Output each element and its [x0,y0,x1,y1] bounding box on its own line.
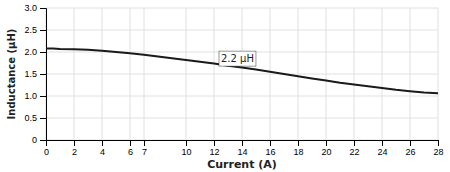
x-tick: 28 [433,140,443,157]
y-tick-label: 1.0 [24,91,37,101]
x-tick-mark [102,140,103,146]
x-tick-mark [438,140,439,146]
y-tick-mark [40,30,46,31]
x-tick: 20 [321,140,331,157]
y-tick: 1.5 [24,69,46,79]
x-tick-mark [74,140,75,146]
x-tick-label: 20 [321,147,331,157]
x-tick: 18 [293,140,303,157]
x-tick: 14 [237,140,247,157]
x-tick-mark [214,140,215,146]
x-tick: 24 [377,140,387,157]
grid-line-y [46,118,438,119]
annotation-box [219,51,256,66]
x-tick-label: 2 [72,147,77,157]
x-tick-mark [186,140,187,146]
x-tick-label: 16 [265,147,275,157]
y-tick: 2.5 [24,25,46,35]
x-tick-label: 12 [209,147,219,157]
x-tick-label: 6 [128,147,133,157]
y-tick-label: 1.5 [24,69,37,79]
x-tick-mark [326,140,327,146]
y-tick-mark [40,96,46,97]
x-tick-label: 7 [142,147,147,157]
x-tick-mark [144,140,145,146]
x-tick-mark [410,140,411,146]
y-tick: 3.0 [24,3,46,13]
y-tick-label: 2.0 [24,47,37,57]
y-tick-mark [40,52,46,53]
grid-line-y [46,30,438,31]
x-tick-mark [130,140,131,146]
y-axis: 0 0.5 1.0 1.5 2.0 2.5 3.0 [24,3,46,145]
x-tick: 10 [181,140,191,157]
y-tick-mark [40,118,46,119]
x-tick-mark [382,140,383,146]
grid-line-y [46,8,438,9]
y-axis-title: Inductance (μH) [6,29,17,120]
x-tick-label: 26 [405,147,415,157]
grid-line-y [46,74,438,75]
x-tick: 4 [100,140,105,157]
y-tick-mark [40,140,46,141]
x-tick: 7 [142,140,147,157]
x-tick-label: 22 [349,147,359,157]
grid-line-y [46,96,438,97]
y-tick-label: 2.5 [24,25,37,35]
y-tick-mark [40,8,46,9]
x-tick-mark [298,140,299,146]
data-line [46,48,438,93]
x-tick-label: 10 [181,147,191,157]
chart: 024671012141618202224262800.51.01.52.02.… [0,0,450,172]
x-tick-label: 14 [237,147,247,157]
y-tick: 2.0 [24,47,46,57]
grid [46,8,438,140]
x-tick-label: 4 [100,147,105,157]
annotations: 2.2 μH [219,51,256,66]
x-tick: 26 [405,140,415,157]
y-tick-label: 0.5 [24,113,37,123]
x-tick-label: 28 [433,147,443,157]
x-tick-label: 24 [377,147,387,157]
y-tick: 0.5 [24,113,46,123]
y-tick-label: 0 [32,135,37,145]
y-tick-mark [40,74,46,75]
y-tick-label: 3.0 [24,3,37,13]
y-axis-line [40,9,47,141]
y-tick: 1.0 [24,91,46,101]
x-tick-mark [354,140,355,146]
x-tick: 2 [72,140,77,157]
x-tick-label: 0 [44,147,49,157]
y-tick: 0 [32,135,46,145]
x-axis-title: Current (A) [207,158,277,171]
x-tick: 0 [44,140,49,157]
x-tick: 6 [128,140,133,157]
x-axis-line [47,141,439,147]
x-tick-mark [270,140,271,146]
annotation: 2.2 μH [219,51,256,66]
annotation-text: 2.2 μH [221,53,254,64]
x-tick: 22 [349,140,359,157]
marks [46,48,438,93]
x-tick: 16 [265,140,275,157]
x-axis: 0246710121416182022242628 [44,140,444,157]
plot: 024671012141618202224262800.51.01.52.02.… [24,3,443,157]
x-tick: 12 [209,140,219,157]
x-tick-label: 18 [293,147,303,157]
x-tick-mark [242,140,243,146]
